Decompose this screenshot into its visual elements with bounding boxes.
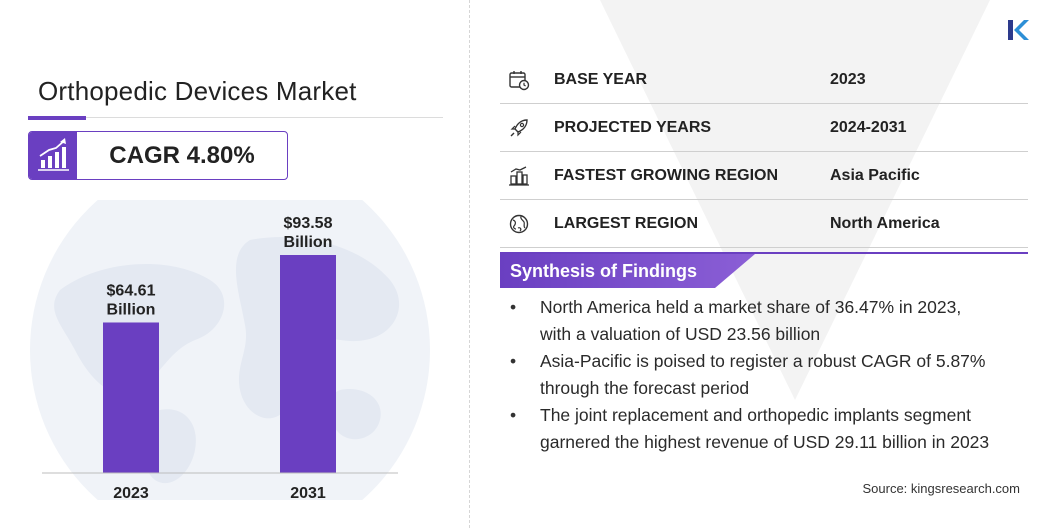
info-row-projected-years: PROJECTED YEARS 2024-2031 (500, 104, 1028, 152)
info-row-fastest-growing-region: FASTEST GROWING REGION Asia Pacific (500, 152, 1028, 200)
growing-city-icon (509, 166, 529, 186)
title-underline (28, 117, 443, 118)
info-label-projected-years: PROJECTED YEARS (554, 119, 712, 136)
data-label-2023: $64.61 (107, 282, 156, 299)
title-accent-bar (28, 116, 86, 120)
data-label-2031: Billion (284, 234, 333, 251)
info-label-largest-region: LARGEST REGION (554, 215, 699, 232)
market-size-bar-chart: $64.61 Billion 2023 $93.58 Billion 2031 (42, 215, 398, 502)
finding-line: with a valuation of USD 23.56 billion (540, 324, 821, 344)
finding-item: North America held a market share of 36.… (510, 294, 1040, 348)
synthesis-top-line (500, 252, 1028, 254)
cagr-badge: CAGR 4.80% (28, 131, 288, 180)
kings-research-logo (1008, 20, 1029, 40)
synthesis-title: Synthesis of Findings (510, 261, 698, 281)
finding-line: garnered the highest revenue of USD 29.1… (540, 432, 990, 452)
data-label-2031: $93.58 (284, 215, 333, 232)
info-label-base-year: BASE YEAR (554, 71, 648, 88)
info-value-largest-region: North America (830, 215, 940, 232)
calendar-clock-icon (509, 71, 530, 91)
info-value-projected-years: 2024-2031 (830, 119, 907, 136)
info-label-fastest-growing-region: FASTEST GROWING REGION (554, 167, 779, 184)
finding-line: The joint replacement and orthopedic imp… (540, 405, 971, 425)
findings-list: North America held a market share of 36.… (510, 294, 1040, 456)
x-tick-label-2023: 2023 (113, 485, 149, 502)
bar-2031 (280, 255, 336, 473)
finding-item: Asia-Pacific is poised to register a rob… (510, 348, 1040, 402)
page-title: Orthopedic Devices Market (38, 76, 357, 106)
info-row-largest-region: LARGEST REGION North America (500, 200, 1028, 248)
source-credit: Source: kingsresearch.com (862, 481, 1020, 496)
info-row-base-year: BASE YEAR 2023 (500, 56, 1028, 104)
info-value-base-year: 2023 (830, 71, 866, 88)
section-divider (469, 0, 470, 528)
data-label-2023: Billion (107, 301, 156, 318)
finding-line: North America held a market share of 36.… (540, 297, 962, 317)
cagr-value: CAGR 4.80% (109, 141, 255, 169)
globe-icon (509, 214, 529, 234)
info-value-fastest-growing-region: Asia Pacific (830, 167, 920, 184)
finding-line: Asia-Pacific is poised to register a rob… (540, 351, 986, 371)
finding-line: through the forecast period (540, 378, 750, 398)
finding-item: The joint replacement and orthopedic imp… (510, 402, 1040, 456)
bar-2023 (103, 322, 159, 473)
rocket-icon (510, 119, 528, 137)
x-tick-label-2031: 2031 (290, 485, 326, 502)
bar-chart-growth-icon (29, 132, 77, 179)
background-triangle (600, 0, 990, 400)
synthesis-tab (500, 254, 755, 288)
